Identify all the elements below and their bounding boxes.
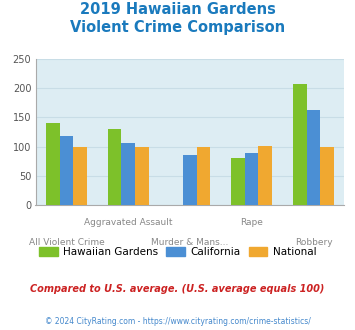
Bar [108,128,121,205]
Text: Violent Crime Comparison: Violent Crime Comparison [70,20,285,35]
Bar [320,147,334,205]
Bar [258,146,272,205]
Text: Aggravated Assault: Aggravated Assault [84,218,173,227]
Bar [183,155,197,205]
Bar [121,143,135,205]
Legend: Hawaiian Gardens, California, National: Hawaiian Gardens, California, National [35,243,320,261]
Bar [46,123,60,205]
Text: All Violent Crime: All Violent Crime [28,238,104,247]
Bar [307,110,320,205]
Text: Murder & Mans...: Murder & Mans... [151,238,229,247]
Bar [197,147,210,205]
Text: 2019 Hawaiian Gardens: 2019 Hawaiian Gardens [80,2,275,16]
Bar [293,84,307,205]
Bar [73,147,87,205]
Bar [231,157,245,205]
Bar [60,136,73,205]
Text: Rape: Rape [240,218,263,227]
Text: Compared to U.S. average. (U.S. average equals 100): Compared to U.S. average. (U.S. average … [30,284,325,294]
Bar [135,147,148,205]
Text: © 2024 CityRating.com - https://www.cityrating.com/crime-statistics/: © 2024 CityRating.com - https://www.city… [45,317,310,326]
Text: Robbery: Robbery [295,238,332,247]
Bar [245,153,258,205]
